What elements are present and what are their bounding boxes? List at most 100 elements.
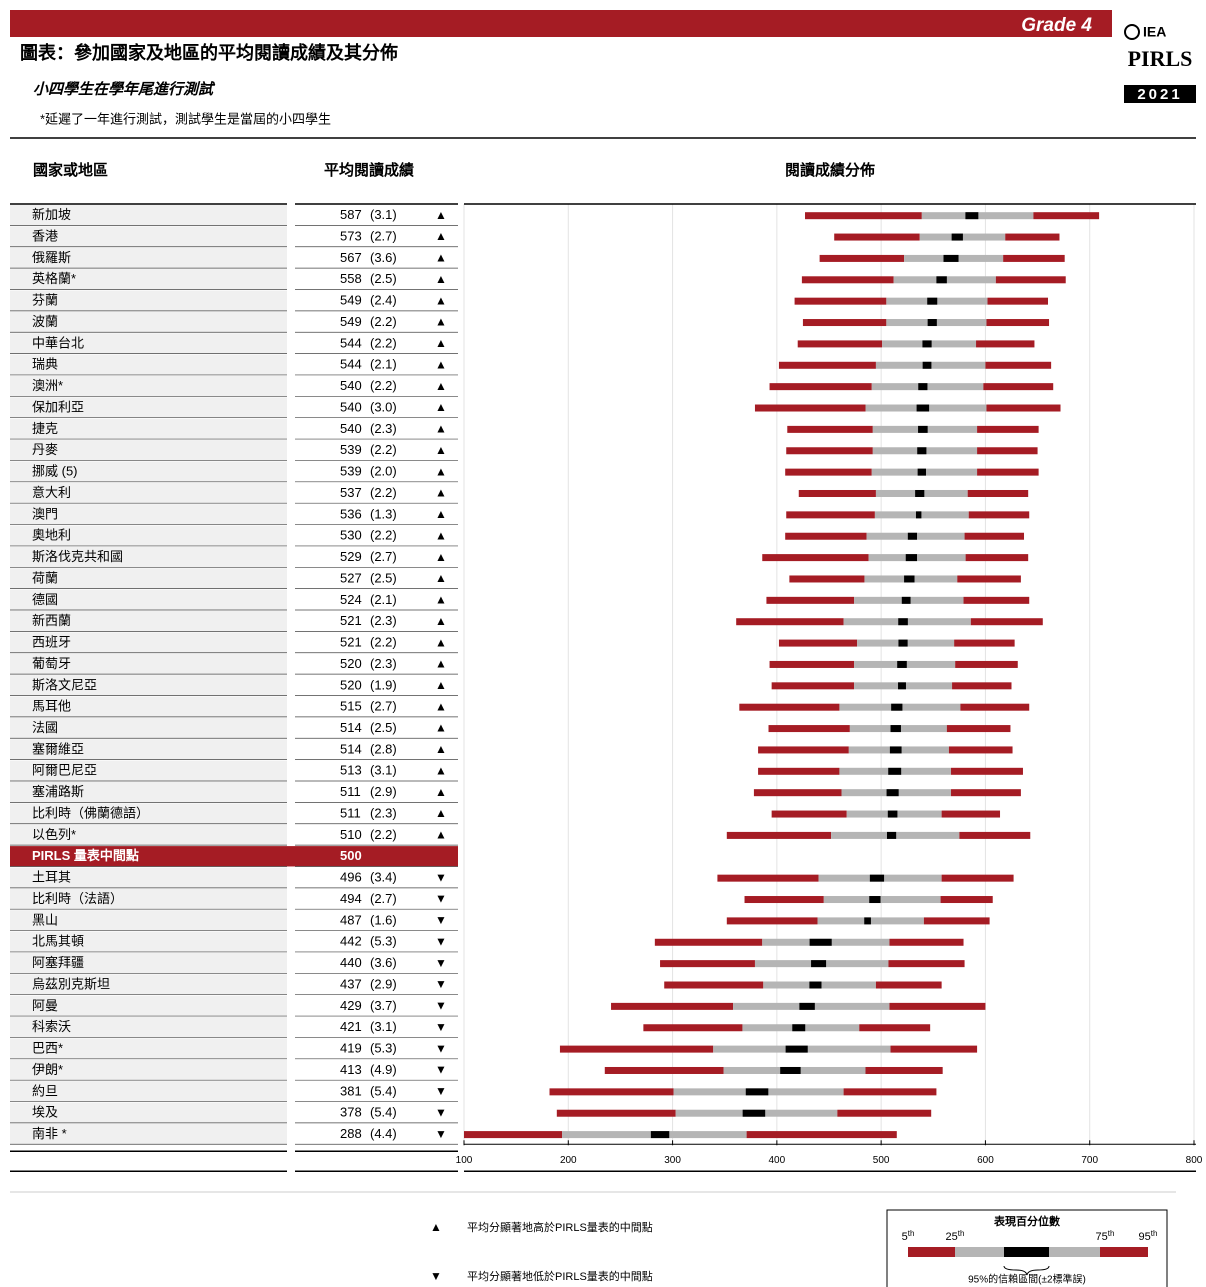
country: 阿曼 — [32, 998, 58, 1013]
percentile-5-25 — [739, 703, 840, 711]
se-label: (2.8) — [370, 741, 397, 756]
percentile-75-95 — [970, 618, 1043, 626]
row-background — [295, 568, 458, 589]
percentile-75-95 — [995, 276, 1066, 284]
row-background — [295, 803, 458, 824]
legend-percentile: 95th — [1139, 1229, 1158, 1243]
se-label: (2.3) — [370, 421, 397, 436]
row-background — [295, 995, 458, 1017]
country: 阿爾巴尼亞 — [32, 763, 97, 778]
percentile-5-25 — [787, 425, 873, 433]
significance: ▲ — [435, 528, 447, 542]
x-tick-label: 800 — [1186, 1155, 1203, 1166]
percentile-5-25 — [758, 767, 840, 775]
significance: ▼ — [435, 1105, 447, 1119]
se-label: (2.2) — [370, 827, 397, 842]
row-background — [10, 504, 287, 525]
percentile-75-95 — [1003, 254, 1065, 262]
percentile-5-25 — [778, 361, 876, 369]
significance: ▲ — [435, 400, 447, 414]
row-background — [295, 846, 458, 867]
confidence-interval — [864, 917, 871, 925]
se-label: (2.5) — [370, 271, 397, 286]
percentile-75-95 — [948, 746, 1013, 754]
confidence-interval — [918, 383, 928, 391]
significance: ▼ — [435, 934, 447, 948]
se-label: (2.7) — [370, 891, 397, 906]
percentile-5-25 — [559, 1045, 714, 1053]
row-background — [10, 867, 287, 888]
significance: ▼ — [435, 1084, 447, 1098]
mean-label: 539 — [340, 464, 362, 479]
confidence-interval — [792, 1024, 806, 1032]
percentile-5-25 — [611, 1002, 734, 1010]
country: 中華台北 — [32, 335, 84, 350]
row-background — [10, 1081, 287, 1102]
legend-tail — [1100, 1247, 1148, 1257]
mean-label: 419 — [340, 1041, 362, 1056]
se-label: (5.4) — [370, 1105, 397, 1120]
row-background — [295, 589, 458, 611]
percentile-5-25 — [789, 575, 865, 583]
mean-label: 288 — [340, 1126, 362, 1141]
country: 斯洛伐克共和國 — [32, 549, 123, 564]
row-background — [295, 525, 458, 546]
se-label: (2.2) — [370, 335, 397, 350]
legend-ci-label: 95%的信賴區間(±2標準誤) — [968, 1273, 1086, 1286]
mean-label: 494 — [340, 891, 362, 906]
se-label: (2.3) — [370, 656, 397, 671]
row-background — [295, 504, 458, 525]
significance: ▲ — [435, 315, 447, 329]
row-background — [10, 247, 287, 269]
mean-label: 544 — [340, 357, 362, 372]
row-background — [10, 931, 287, 952]
confidence-interval — [898, 618, 908, 626]
significance: ▼ — [435, 977, 447, 991]
confidence-interval — [869, 896, 881, 904]
significance: ▼ — [435, 892, 447, 906]
country: 土耳其 — [32, 870, 71, 885]
significance: ▲ — [435, 272, 447, 286]
country: 南非 * — [32, 1126, 67, 1141]
mean-label: 573 — [340, 228, 362, 243]
row-background — [10, 1038, 287, 1059]
row-background — [295, 931, 458, 952]
percentile-5-25 — [726, 831, 832, 839]
mean-label: 429 — [340, 998, 362, 1013]
se-label: (3.1) — [370, 1019, 397, 1034]
mean-label: 440 — [340, 955, 362, 970]
percentile-25-75 — [823, 896, 941, 904]
mean-label: 540 — [340, 421, 362, 436]
percentile-5-25 — [802, 319, 887, 327]
country: 埃及 — [32, 1105, 58, 1120]
percentile-5-25 — [786, 447, 873, 455]
percentile-75-95 — [951, 767, 1023, 775]
se-label: (3.7) — [370, 998, 397, 1013]
confidence-interval — [951, 233, 963, 241]
country: PIRLS 量表中間點 — [32, 848, 139, 863]
confidence-interval — [897, 660, 907, 668]
percentile-25-75 — [874, 511, 969, 519]
percentile-75-95 — [963, 596, 1030, 604]
legend-symbol: ▲ — [430, 1220, 442, 1234]
se-label: (5.3) — [370, 934, 397, 949]
country: 烏茲別克斯坦 — [32, 976, 110, 991]
significance: ▲ — [435, 614, 447, 628]
row-background — [10, 1059, 287, 1081]
percentile-5-25 — [801, 276, 894, 284]
row-background — [10, 1102, 287, 1123]
row-background — [295, 760, 458, 781]
percentile-5-25 — [556, 1109, 676, 1117]
mean-label: 513 — [340, 763, 362, 778]
legend-title: 表現百分位數 — [993, 1214, 1060, 1228]
percentile-75-95 — [977, 425, 1039, 433]
row-background — [295, 1059, 458, 1081]
percentile-75-95 — [977, 447, 1038, 455]
x-tick-label: 600 — [977, 1155, 994, 1166]
confidence-interval — [917, 447, 927, 455]
se-label: (4.4) — [370, 1126, 397, 1141]
significance: ▼ — [435, 913, 447, 927]
mean-label: 442 — [340, 934, 362, 949]
percentile-25-75 — [871, 383, 984, 391]
